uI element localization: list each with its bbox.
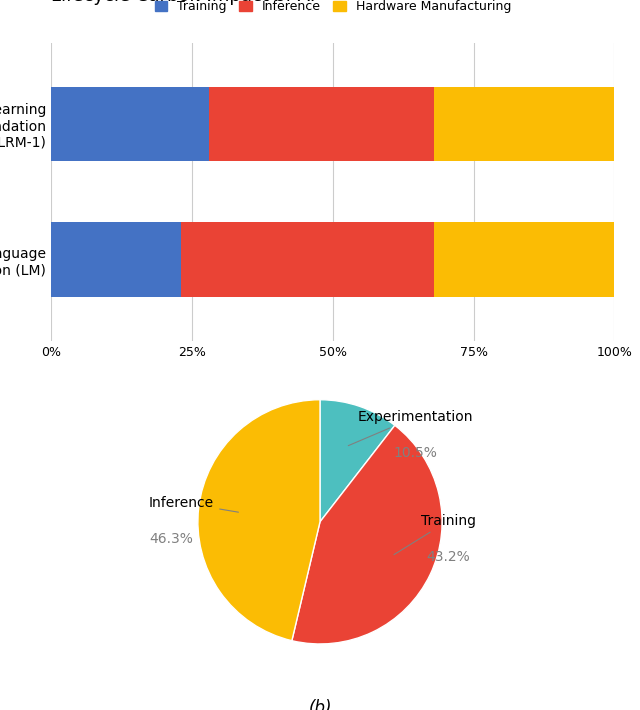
Wedge shape [320, 400, 395, 522]
Bar [51, 222, 180, 297]
Text: Lifecycle Carbon Impact of AI: Lifecycle Carbon Impact of AI [51, 0, 316, 5]
Text: Training: Training [394, 514, 476, 555]
Wedge shape [198, 400, 320, 640]
Text: Experimentation: Experimentation [348, 410, 473, 446]
Bar [434, 222, 614, 297]
Text: Inference: Inference [149, 496, 239, 512]
Text: (a): (a) [321, 436, 344, 454]
Text: (b): (b) [308, 699, 332, 710]
Bar [180, 222, 434, 297]
Bar [209, 87, 434, 161]
Wedge shape [292, 425, 442, 644]
Bar [51, 87, 209, 161]
Bar [434, 87, 614, 161]
Legend: Training, Inference, Hardware Manufacturing: Training, Inference, Hardware Manufactur… [150, 0, 516, 18]
Text: 46.3%: 46.3% [149, 532, 193, 545]
Text: 10.5%: 10.5% [394, 446, 437, 460]
Text: 43.2%: 43.2% [426, 550, 470, 564]
